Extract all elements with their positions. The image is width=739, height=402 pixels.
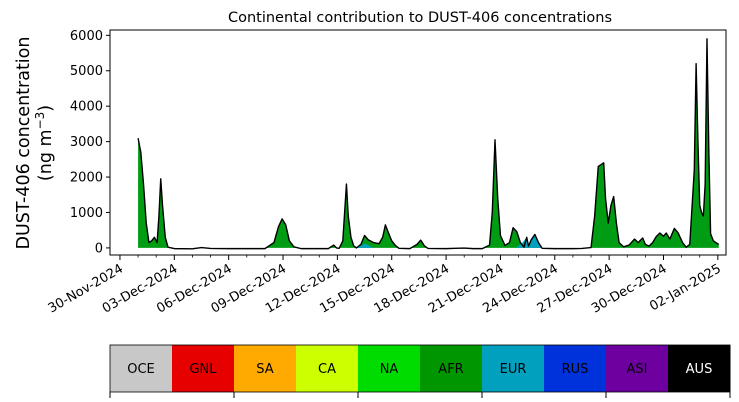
legend-label-afr: AFR [438, 362, 463, 377]
y-axis-label-line2: (ng m−3) [33, 105, 56, 181]
y-axis-label-close: ) [36, 105, 56, 112]
y-axis-label: DUST-406 concentration (ng m−3) [14, 37, 56, 250]
plot-frame [109, 29, 727, 256]
y-tick-label-0: 0 [95, 241, 103, 256]
total-concentration-line [137, 38, 720, 250]
legend-label-eur: EUR [500, 362, 527, 377]
legend-frame [109, 344, 731, 393]
legend-swatch-afr [420, 345, 483, 392]
y-tick-label-6000: 6000 [70, 29, 103, 44]
legend-label-sa: SA [256, 362, 273, 377]
y-axis-label-line1: DUST-406 concentration [14, 37, 34, 250]
y-tick-label-2000: 2000 [70, 171, 103, 186]
chart-title: Continental contribution to DUST-406 con… [228, 10, 612, 26]
legend-label-oce: OCE [127, 362, 155, 377]
legend-label-ca: CA [318, 362, 336, 377]
legend-label-rus: RUS [562, 362, 589, 377]
legend-swatch-eur [482, 345, 545, 392]
axes-layer: 010002000300040005000600030-Nov-202403-D… [46, 29, 727, 317]
legend-swatch-sa [234, 345, 297, 392]
legend-label-asi: ASI [627, 362, 648, 377]
legend-swatch-oce [110, 345, 173, 392]
y-tick-label-4000: 4000 [70, 100, 103, 115]
eur-area-1 [356, 243, 374, 248]
y-tick-label-5000: 5000 [70, 64, 103, 79]
legend-label-na: NA [380, 362, 399, 377]
series-layer [137, 38, 720, 250]
legend-label-gnl: GNL [189, 362, 217, 377]
legend-swatch-ca [296, 345, 359, 392]
legend-swatch-asi [606, 345, 669, 392]
legend-swatch-rus [544, 345, 607, 392]
legend-swatch-gnl [172, 345, 235, 392]
legend-swatch-na [358, 345, 421, 392]
legend-label-aus: AUS [686, 362, 713, 377]
legend-swatch-aus [668, 345, 731, 392]
y-axis-label-unit: (ng m [36, 129, 56, 181]
y-axis-label-exponent: −3 [33, 112, 47, 130]
y-tick-label-3000: 3000 [70, 135, 103, 150]
legend: OCE GNL SA CA NA AFR EUR RUS ASI AUS [109, 344, 731, 398]
y-tick-label-1000: 1000 [70, 206, 103, 221]
afr-area [138, 38, 719, 248]
